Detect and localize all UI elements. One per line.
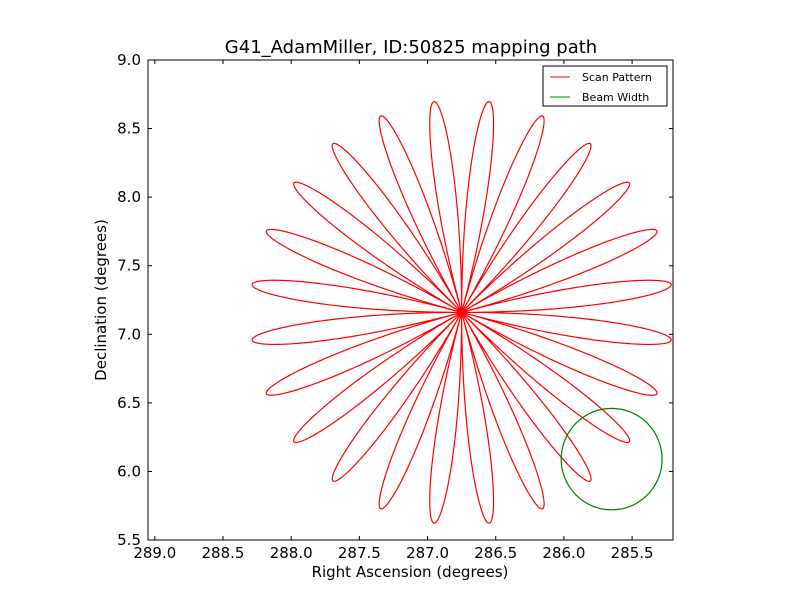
y-tick-label: 5.5 <box>117 531 141 549</box>
tick-layer: 289.0 288.5 288.0 287.5 287.0 286.5 286.0 285.5… <box>117 51 673 562</box>
scan-pattern-path <box>251 100 672 524</box>
y-tick-label: 7.5 <box>117 257 141 275</box>
y-tick-label: 8.0 <box>117 188 141 206</box>
x-tick-label: 286.5 <box>474 544 517 562</box>
x-tick-label: 289.0 <box>133 544 176 562</box>
x-tick-label: 285.5 <box>611 544 654 562</box>
legend-label-scan-pattern: Scan Pattern <box>582 71 652 84</box>
x-tick-label: 287.0 <box>406 544 449 562</box>
chart-title: G41_AdamMiller, ID:50825 mapping path <box>225 37 597 58</box>
legend: Scan Pattern Beam Width <box>542 65 668 107</box>
x-axis-label: Right Ascension (degrees) <box>312 563 509 581</box>
x-tick-label: 287.5 <box>338 544 381 562</box>
legend-box <box>542 65 668 107</box>
legend-label-beam-width: Beam Width <box>582 91 649 104</box>
y-tick-label: 8.5 <box>117 120 141 138</box>
x-tick-label: 288.0 <box>270 544 313 562</box>
y-axis-label: Declination (degrees) <box>92 219 110 381</box>
y-tick-label: 7.0 <box>117 325 141 343</box>
x-tick-label: 286.0 <box>542 544 585 562</box>
beam-width-circle <box>560 407 663 511</box>
y-tick-label: 6.5 <box>117 394 141 412</box>
x-tick-label: 288.5 <box>202 544 245 562</box>
plot-area: 289.0 288.5 288.0 287.5 287.0 286.5 286.0 285.5… <box>117 51 674 562</box>
y-tick-label: 9.0 <box>117 51 141 69</box>
y-tick-label: 6.0 <box>117 462 141 480</box>
series-layer <box>251 100 672 524</box>
